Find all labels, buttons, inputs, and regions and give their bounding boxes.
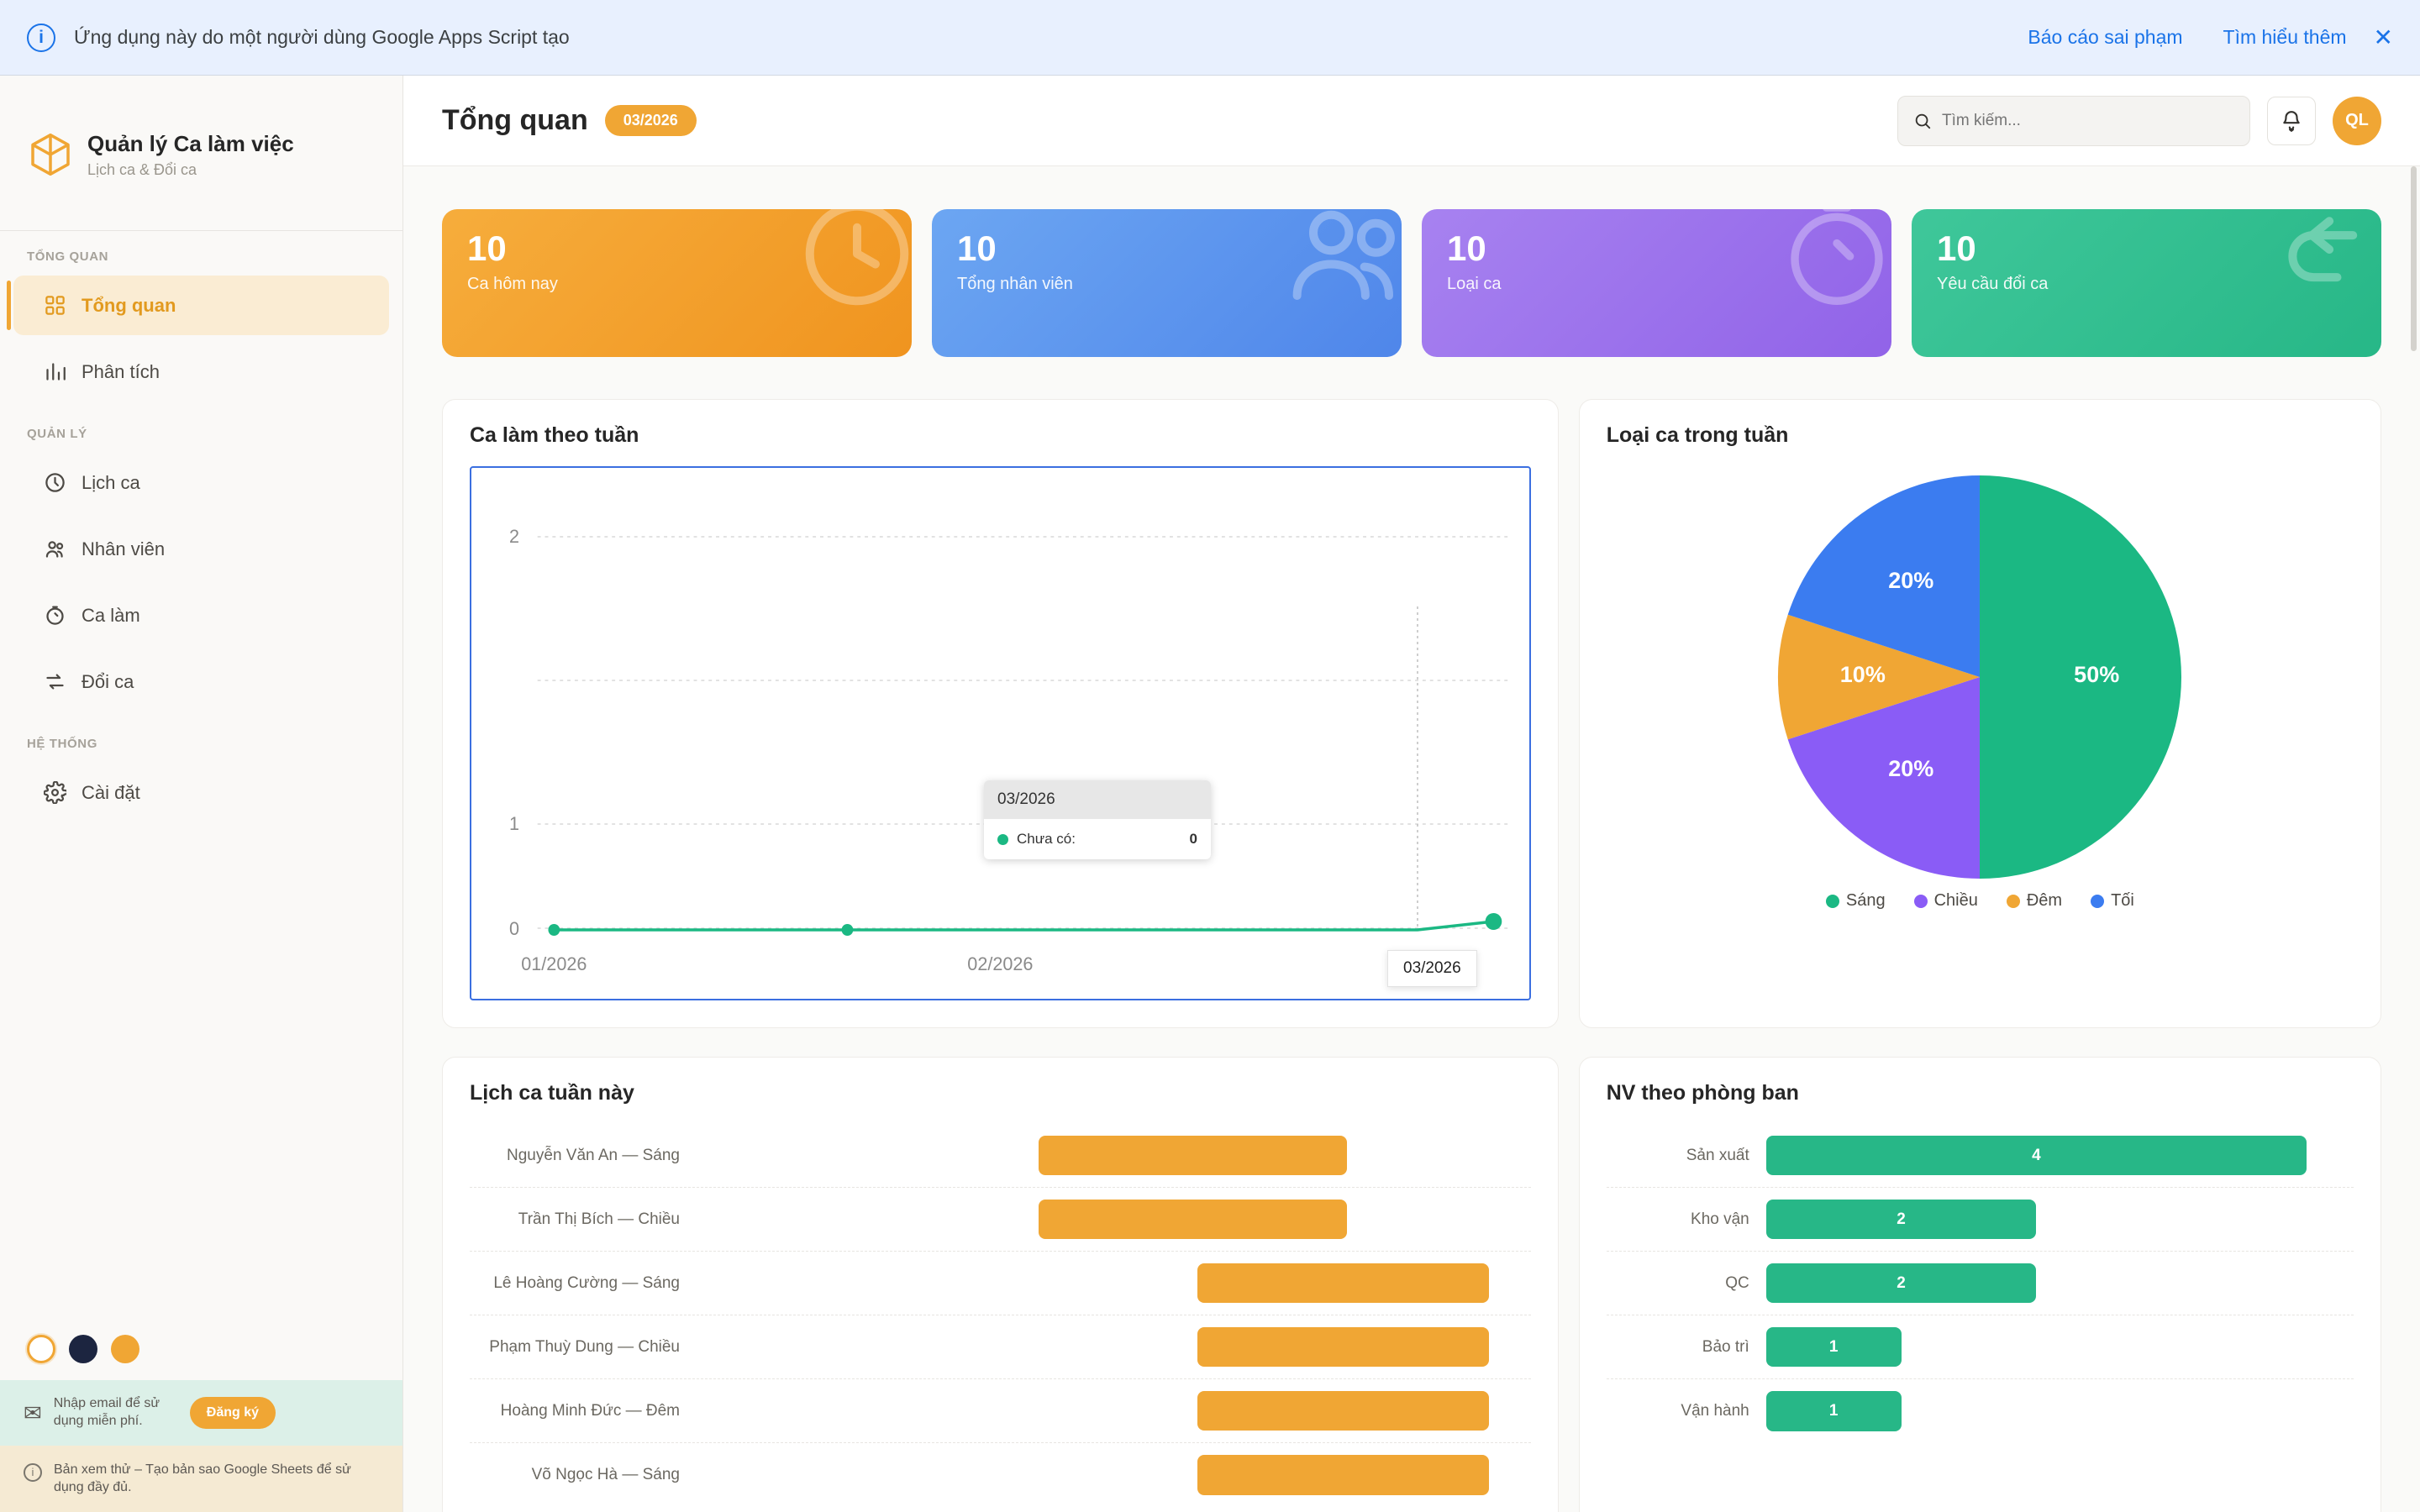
- svg-text:2: 2: [509, 526, 519, 547]
- svg-text:1: 1: [509, 813, 519, 834]
- svg-text:10%: 10%: [1840, 662, 1886, 687]
- svg-text:20%: 20%: [1889, 756, 1934, 781]
- svg-text:0: 0: [509, 918, 519, 939]
- svg-text:50%: 50%: [2075, 662, 2120, 687]
- svg-text:01/2026: 01/2026: [521, 953, 587, 974]
- svg-text:02/2026: 02/2026: [967, 953, 1033, 974]
- svg-text:20%: 20%: [1889, 568, 1934, 593]
